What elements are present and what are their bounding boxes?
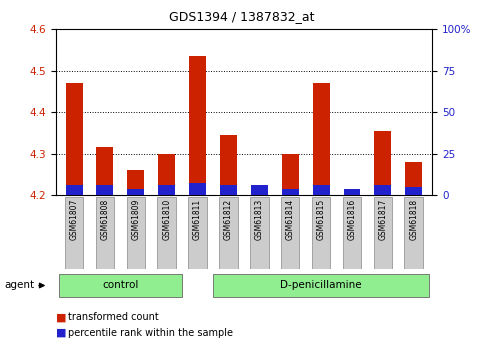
Text: GSM61812: GSM61812	[224, 199, 233, 240]
Bar	[128, 189, 144, 195]
Text: ■: ■	[56, 313, 66, 322]
Bar	[157, 197, 176, 269]
Bar	[66, 185, 83, 195]
Bar	[404, 197, 423, 269]
Text: percentile rank within the sample: percentile rank within the sample	[68, 328, 233, 338]
Bar	[374, 185, 391, 195]
Text: GSM61817: GSM61817	[378, 199, 387, 240]
Bar	[189, 56, 206, 195]
Bar	[97, 147, 114, 195]
Text: control: control	[102, 280, 139, 290]
Bar	[343, 193, 360, 195]
Bar	[96, 197, 114, 269]
Bar	[313, 83, 329, 195]
Text: GSM61807: GSM61807	[70, 199, 79, 240]
Bar	[213, 274, 429, 297]
Text: agent: agent	[5, 280, 35, 290]
Bar	[158, 154, 175, 195]
Text: GSM61815: GSM61815	[317, 199, 326, 240]
Bar	[405, 162, 422, 195]
Text: GSM61808: GSM61808	[100, 199, 110, 240]
Bar	[251, 187, 268, 195]
Bar	[128, 170, 144, 195]
Bar	[219, 197, 238, 269]
Text: GSM61816: GSM61816	[347, 199, 356, 240]
Bar	[374, 131, 391, 195]
Bar	[158, 185, 175, 195]
Text: transformed count: transformed count	[68, 313, 158, 322]
Bar	[343, 189, 360, 195]
Bar	[66, 83, 83, 195]
Bar	[282, 154, 298, 195]
Bar	[189, 183, 206, 195]
Bar	[312, 197, 330, 269]
Bar	[58, 274, 182, 297]
Text: GSM61810: GSM61810	[162, 199, 171, 240]
Text: GSM61811: GSM61811	[193, 199, 202, 240]
Bar	[282, 189, 298, 195]
Bar	[405, 187, 422, 195]
Bar	[188, 197, 207, 269]
Text: D-penicillamine: D-penicillamine	[280, 280, 362, 290]
Bar	[220, 135, 237, 195]
Text: ■: ■	[56, 328, 66, 338]
Bar	[97, 185, 114, 195]
Bar	[220, 185, 237, 195]
Bar	[374, 197, 392, 269]
Bar	[65, 197, 84, 269]
Bar	[250, 197, 269, 269]
Bar	[313, 185, 329, 195]
Bar	[251, 185, 268, 195]
Text: GSM61814: GSM61814	[286, 199, 295, 240]
Bar	[127, 197, 145, 269]
Text: GSM61818: GSM61818	[409, 199, 418, 240]
Bar	[281, 197, 299, 269]
Text: GSM61813: GSM61813	[255, 199, 264, 240]
Text: GDS1394 / 1387832_at: GDS1394 / 1387832_at	[169, 10, 314, 23]
Bar	[343, 197, 361, 269]
Text: GSM61809: GSM61809	[131, 199, 141, 240]
